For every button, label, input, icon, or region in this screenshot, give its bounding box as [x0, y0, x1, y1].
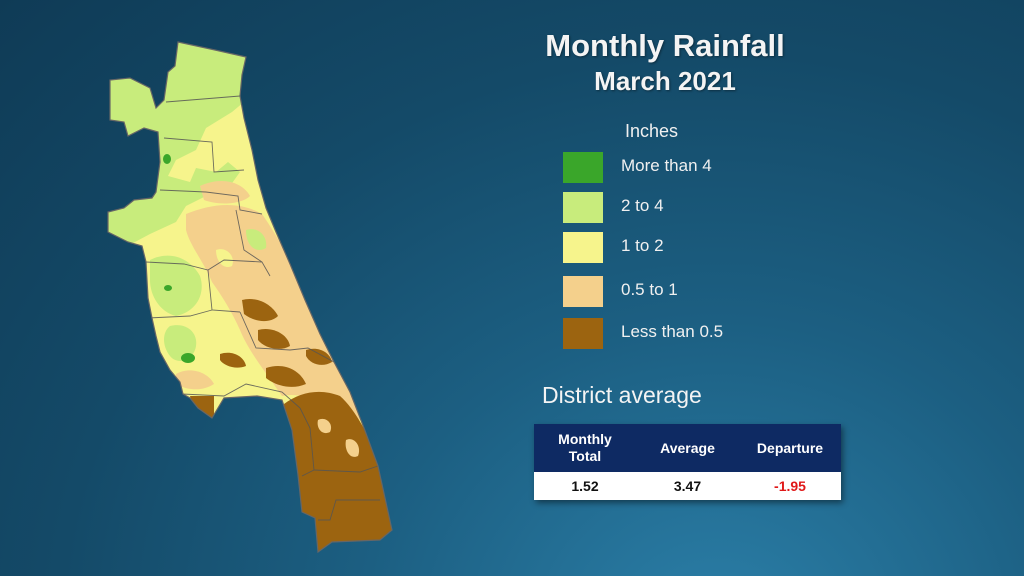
monthly-total-value: 1.52 — [571, 478, 599, 494]
map-title: Monthly Rainfall — [545, 28, 785, 63]
legend-units-label: Inches — [625, 121, 679, 141]
legend-label: Less than 0.5 — [621, 322, 724, 341]
district-stats-table: Monthly Total Average Departure 1.52 3.4… — [534, 424, 841, 500]
header-departure: Departure — [739, 424, 841, 472]
legend-label: More than 4 — [621, 156, 712, 175]
legend-label: 2 to 4 — [621, 196, 664, 215]
header-average: Average — [636, 424, 739, 472]
header-monthly-total: Monthly Total — [534, 424, 636, 472]
legend-swatch — [563, 192, 603, 223]
table-row: 1.52 3.47 -1.95 — [534, 472, 841, 500]
legend-label: 1 to 2 — [621, 236, 664, 255]
header-label: Departure — [756, 439, 824, 456]
header-label: Average — [660, 439, 715, 456]
average-value: 3.47 — [673, 478, 702, 494]
header-label: Monthly Total — [558, 431, 612, 464]
map-subtitle: March 2021 — [594, 66, 736, 96]
departure-value: -1.95 — [774, 478, 806, 494]
legend-swatch — [563, 232, 603, 263]
legend-label: 0.5 to 1 — [621, 280, 678, 299]
district-average-title: District average — [542, 382, 702, 408]
legend-swatch — [563, 152, 603, 183]
table-header-row: Monthly Total Average Departure — [534, 424, 841, 472]
legend-swatch — [563, 318, 603, 349]
legend-swatch — [563, 276, 603, 307]
